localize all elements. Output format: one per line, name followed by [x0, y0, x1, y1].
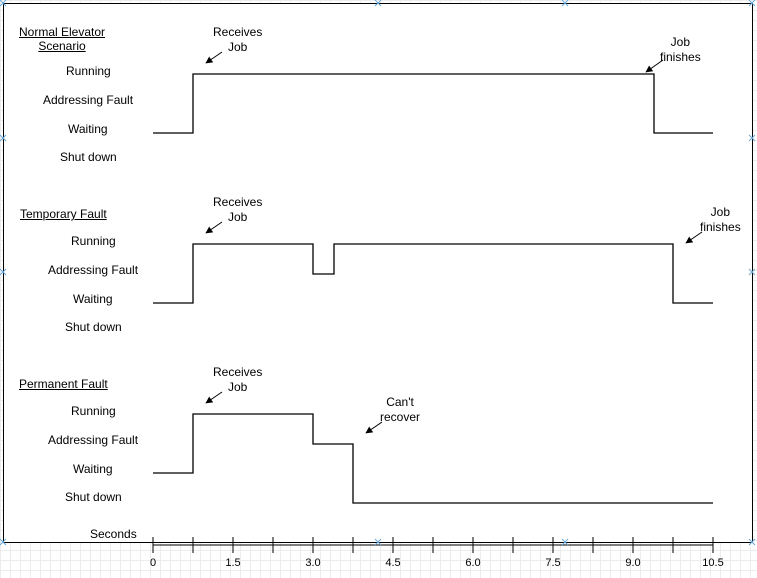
state-label-running: Running	[66, 64, 111, 78]
resize-handle[interactable]	[374, 0, 382, 7]
resize-handle[interactable]	[0, 0, 7, 7]
resize-handle[interactable]	[0, 134, 7, 142]
state-label-shut-down: Shut down	[65, 490, 122, 504]
panel-title-permanent-fault: Permanent Fault	[19, 377, 108, 391]
x-tick-label: 3.0	[305, 557, 321, 569]
state-label-addressing-fault: Addressing Fault	[43, 93, 134, 107]
annotation-job-finishes: Job finishes	[700, 205, 741, 234]
annotation-job-finishes: Job finishes	[660, 35, 701, 64]
state-label-addressing-fault: Addressing Fault	[48, 433, 139, 447]
x-tick-label: 0	[149, 557, 157, 569]
annotation-cant-recover: Can't recover	[380, 395, 421, 424]
resize-handle[interactable]	[748, 538, 756, 546]
state-label-running: Running	[71, 234, 116, 248]
state-label-waiting: Waiting	[68, 122, 108, 136]
panel-title-normal: Normal Elevator Scenario	[19, 25, 106, 53]
state-label-running: Running	[71, 404, 116, 418]
x-tick-label: 7.5	[545, 557, 561, 569]
panel-title-temporary-fault: Temporary Fault	[20, 207, 107, 221]
annotation-receives-job: Receives Job	[213, 365, 263, 394]
x-tick-label: 1.5	[225, 557, 241, 569]
annotation-receives-job: Receives Job	[213, 195, 263, 224]
series-line-1	[153, 73, 713, 134]
state-label-waiting: Waiting	[73, 292, 113, 306]
annotation-receives-job: Receives Job	[213, 25, 263, 54]
state-label-shut-down: Shut down	[60, 150, 117, 164]
state-label-waiting: Waiting	[73, 462, 113, 476]
annotation-arrow	[205, 51, 223, 64]
resize-handle[interactable]	[561, 0, 569, 7]
resize-handle[interactable]	[748, 0, 756, 7]
annotation-arrow	[205, 391, 223, 404]
annotation-arrow	[205, 221, 223, 234]
diagram-frame	[3, 3, 753, 543]
resize-handle[interactable]	[0, 268, 7, 276]
x-tick-label: 6.0	[465, 557, 481, 569]
annotation-arrow	[365, 421, 383, 434]
x-axis-label: Seconds	[90, 527, 137, 541]
state-label-shut-down: Shut down	[65, 320, 122, 334]
x-tick-label: 9.0	[625, 557, 641, 569]
annotation-arrow	[685, 231, 703, 244]
resize-handle[interactable]	[561, 538, 569, 546]
series-line-2	[153, 243, 713, 304]
resize-handle[interactable]	[0, 538, 7, 546]
x-tick-label: 4.5	[385, 557, 401, 569]
series-line-3	[153, 413, 713, 504]
resize-handle[interactable]	[374, 538, 382, 546]
resize-handle[interactable]	[748, 268, 756, 276]
state-label-addressing-fault: Addressing Fault	[48, 263, 139, 277]
annotation-arrow	[645, 59, 664, 73]
resize-handle[interactable]	[748, 134, 756, 142]
x-tick-label: 10.5	[702, 557, 724, 569]
